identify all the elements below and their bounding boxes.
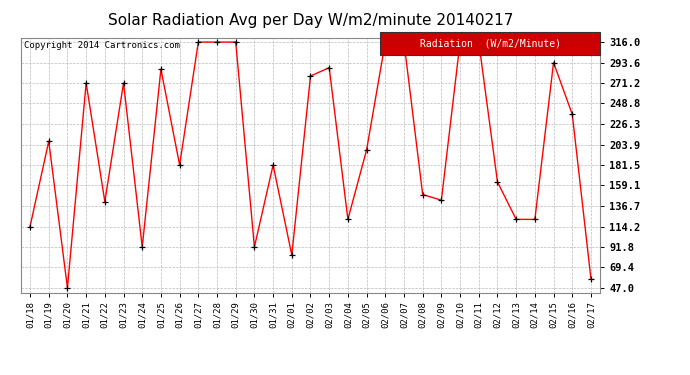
Text: Solar Radiation Avg per Day W/m2/minute 20140217: Solar Radiation Avg per Day W/m2/minute … <box>108 13 513 28</box>
FancyBboxPatch shape <box>380 32 600 56</box>
Text: Radiation  (W/m2/Minute): Radiation (W/m2/Minute) <box>420 39 561 49</box>
Text: Copyright 2014 Cartronics.com: Copyright 2014 Cartronics.com <box>23 41 179 50</box>
